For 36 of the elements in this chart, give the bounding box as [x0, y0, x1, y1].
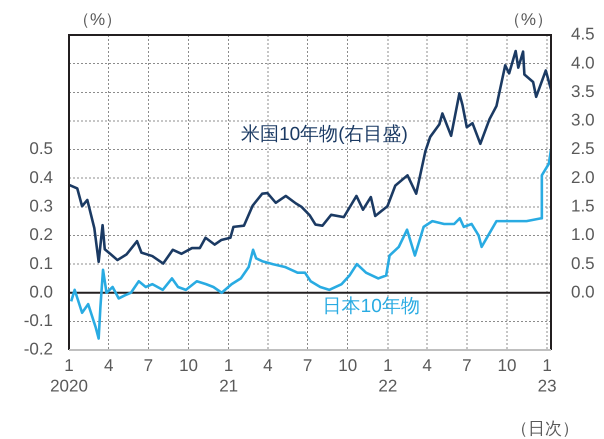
x-tick-label: 1 21 [219, 356, 238, 396]
y-tick-label: 0.4 [29, 168, 53, 187]
y-tick-label: -0.2 [24, 340, 53, 359]
y2-tick-label: 1.5 [571, 196, 595, 216]
x-tick-label: 10 [338, 356, 358, 375]
y-axis-title: （%） [73, 10, 122, 30]
y-tick-label: 0.5 [29, 139, 53, 158]
y2-axis-title: （%） [504, 10, 553, 30]
x-tick-label: 1 22 [378, 356, 398, 396]
y2-tick-label: 4.5 [571, 24, 595, 44]
series-label: 米国10年物(右目盛) [241, 124, 408, 146]
y-tick-label: 0.3 [29, 196, 53, 216]
y-tick-label: 0.2 [29, 225, 53, 244]
y2-tick-label: 2.5 [571, 139, 595, 158]
series-label: 日本10年物 [322, 296, 420, 318]
y-tick-label: 0.0 [29, 282, 53, 302]
y-tick-label: 0.1 [29, 254, 53, 273]
x-tick-label: 7 [302, 356, 312, 375]
x-tick-label: 4 [422, 356, 432, 375]
y2-tick-label: 3.5 [571, 82, 595, 101]
y2-tick-label: 2.0 [571, 168, 595, 187]
y2-tick-label: 0.0 [571, 282, 595, 302]
x-tick-label: 4 [104, 356, 114, 375]
x-axis-title: （日次） [511, 419, 579, 438]
y2-tick-label: 1.0 [571, 225, 595, 244]
x-tick-label: 7 [462, 356, 472, 375]
x-tick-label: 1 23 [538, 356, 557, 396]
x-tick-label: 10 [497, 356, 516, 375]
y2-tick-label: 4.0 [571, 53, 595, 72]
x-tick-label: 1 2020 [50, 356, 88, 396]
x-tick-label: 10 [179, 356, 198, 375]
y2-tick-label: 3.0 [571, 110, 595, 130]
x-tick-label: 4 [263, 356, 273, 375]
y-tick-label: -0.1 [24, 311, 53, 330]
x-tick-label: 7 [144, 356, 154, 375]
y2-tick-label: 0.5 [571, 254, 595, 273]
